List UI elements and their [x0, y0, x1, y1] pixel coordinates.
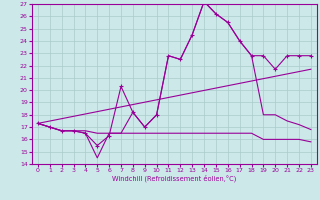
X-axis label: Windchill (Refroidissement éolien,°C): Windchill (Refroidissement éolien,°C)	[112, 175, 236, 182]
